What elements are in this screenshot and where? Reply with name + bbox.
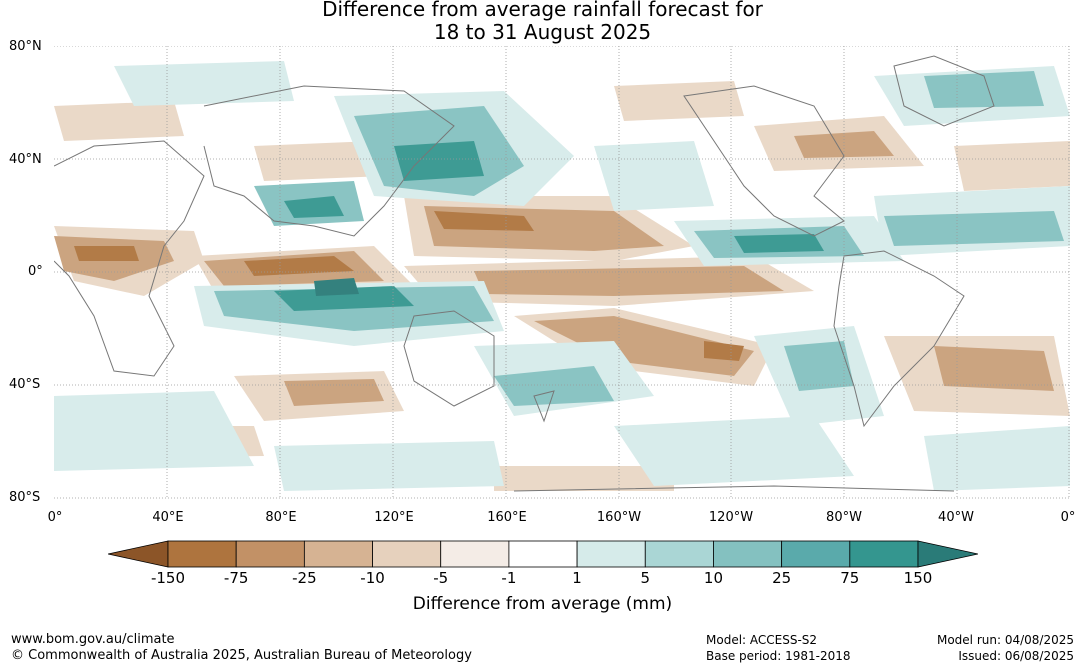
lon-label-0-right: 0° <box>1060 510 1076 525</box>
legend-tick-label: -10 <box>360 569 385 587</box>
anomaly-fields <box>54 61 1070 491</box>
lon-label-0-left: 0° <box>47 510 63 525</box>
lat-label-80n: 80°N <box>9 39 42 54</box>
legend-swatch <box>235 540 305 568</box>
footer-copyright: © Commonwealth of Australia 2025, Austra… <box>11 648 472 663</box>
rainfall-anomaly-map <box>54 46 1070 499</box>
legend-tick-label: -75 <box>223 569 249 587</box>
legend-tick-label: 10 <box>703 569 723 587</box>
legend-swatch <box>167 540 237 568</box>
lat-label-40n: 40°N <box>9 152 42 167</box>
legend-swatch <box>849 540 919 568</box>
map-title-line2: 18 to 31 August 2025 <box>433 20 652 44</box>
legend-swatch-high-extreme <box>917 540 978 568</box>
lon-label-160e: 160°E <box>487 510 527 525</box>
legend-swatch <box>508 540 578 568</box>
lat-label-40s: 40°S <box>9 377 41 392</box>
footer-model: Model: ACCESS-S2 <box>706 633 818 647</box>
lon-label-80e: 80°E <box>265 510 297 525</box>
legend-swatch <box>644 540 714 568</box>
legend-colorbar <box>108 540 978 568</box>
footer-base-period: Base period: 1981-2018 <box>706 649 851 663</box>
legend-swatch-low-extreme <box>108 540 169 568</box>
legend-tick-label: 5 <box>640 569 651 587</box>
footer-model-run: Model run: 04/08/2025 <box>936 633 1074 647</box>
legend-title: Difference from average (mm) <box>412 594 673 614</box>
legend-tick-label: -150 <box>150 569 186 587</box>
lon-label-160w: 160°W <box>596 510 642 525</box>
legend-swatch <box>303 540 373 568</box>
lon-label-40w: 40°W <box>938 510 974 525</box>
lat-label-equator: 0° <box>28 264 43 279</box>
lon-label-120e: 120°E <box>374 510 414 525</box>
footer-issued: Issued: 06/08/2025 <box>958 649 1074 663</box>
legend-swatch <box>781 540 851 568</box>
legend-tick-label: 25 <box>772 569 792 587</box>
legend-swatch <box>713 540 783 568</box>
legend-swatch <box>440 540 510 568</box>
lon-label-120w: 120°W <box>708 510 754 525</box>
lon-label-80w: 80°W <box>826 510 862 525</box>
legend-swatch <box>576 540 646 568</box>
map-title-line1: Difference from average rainfall forecas… <box>322 0 763 21</box>
legend-tick-label: -25 <box>292 569 317 587</box>
legend-tick-label: -1 <box>501 569 517 587</box>
legend-tick-label: -5 <box>433 569 449 587</box>
legend-tick-label: 75 <box>840 569 860 587</box>
lat-label-80s: 80°S <box>9 490 41 505</box>
legend-swatch <box>372 540 442 568</box>
legend-tick-label: 150 <box>903 569 933 587</box>
footer-website: www.bom.gov.au/climate <box>11 632 175 647</box>
graticule <box>54 46 1070 499</box>
lon-label-40e: 40°E <box>152 510 184 525</box>
legend-tick-label: 1 <box>572 569 582 587</box>
